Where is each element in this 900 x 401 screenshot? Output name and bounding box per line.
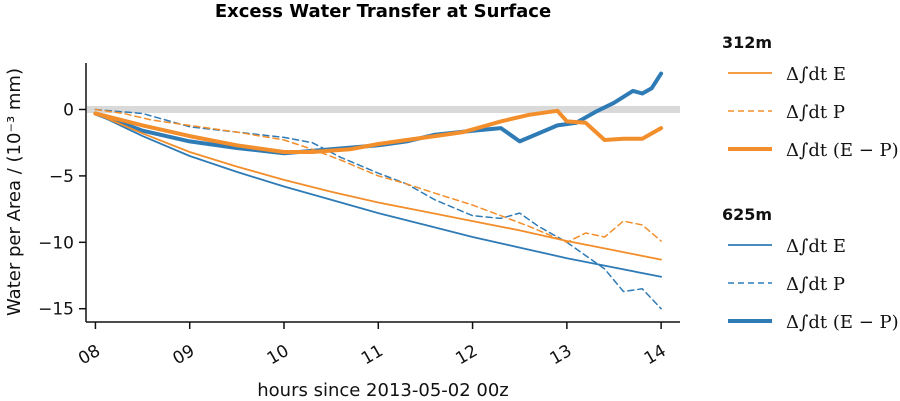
x-tick-label: 11 [358, 341, 387, 369]
x-tick-label: 13 [547, 341, 576, 369]
series-line-312m-solid-thick [93, 108, 664, 154]
x-tick-label: 10 [264, 341, 293, 369]
series-line-312m-dashed [94, 108, 662, 244]
legend-label-312m-dashed: Δ∫dt P [786, 102, 845, 123]
legend-label-312m-solid-thin: Δ∫dt E [786, 64, 846, 85]
x-tick-label: 08 [75, 341, 104, 369]
legend-title-625m: 625m [722, 205, 772, 224]
legend-label-625m-solid-thick: Δ∫dt (E − P) [786, 312, 899, 333]
y-axis: 0 −5 −10 −15 [38, 100, 86, 320]
legend-title-312m: 312m [722, 33, 772, 52]
legend-label-625m-solid-thin: Δ∫dt E [786, 236, 846, 257]
y-tick-label: −10 [38, 233, 74, 253]
series-line-625m-solid-thin [94, 112, 662, 278]
legend-label-312m-solid-thick: Δ∫dt (E − P) [786, 140, 899, 161]
series-line-625m-solid-thick [93, 71, 664, 156]
x-tick-label: 09 [169, 341, 198, 369]
legend: 312m Δ∫dt E Δ∫dt P Δ∫dt (E − P) 625m Δ∫dt E Δ∫… [722, 33, 899, 333]
x-axis-label: hours since 2013-05-02 00z [257, 380, 509, 401]
zero-line [87, 105, 680, 113]
y-tick-label: −5 [49, 167, 74, 187]
x-tick-label: 12 [452, 341, 481, 369]
legend-label-625m-dashed: Δ∫dt P [786, 274, 845, 295]
y-axis-label: Water per Area / (10⁻³ mm) [4, 68, 25, 316]
x-axis: 08 09 10 11 12 13 14 [75, 322, 670, 369]
y-tick-label: −15 [38, 300, 74, 320]
x-tick-label: 14 [641, 341, 670, 369]
y-tick-label: 0 [63, 100, 74, 120]
series-layer [93, 71, 664, 310]
series-line-312m-solid-thin [94, 112, 662, 261]
chart-title: Excess Water Transfer at Surface [215, 1, 551, 22]
